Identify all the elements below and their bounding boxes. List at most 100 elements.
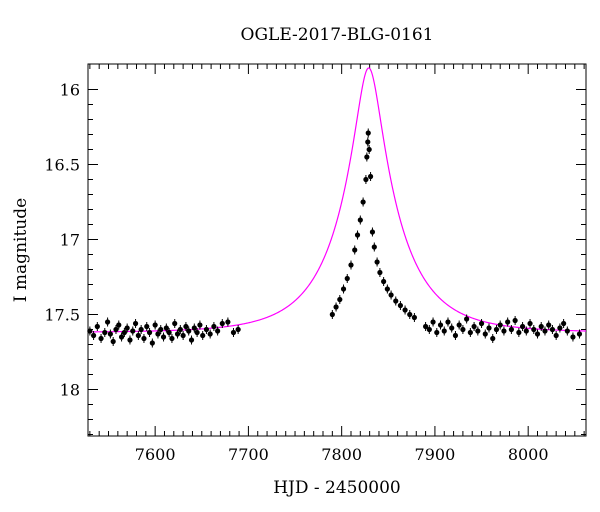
data-point — [434, 329, 440, 336]
data-point — [523, 328, 529, 334]
data-point — [441, 328, 447, 334]
data-point — [464, 316, 470, 322]
data-point — [482, 331, 488, 337]
data-point — [467, 329, 473, 336]
data-point — [557, 325, 563, 331]
data-point — [471, 323, 477, 330]
data-point — [207, 331, 213, 337]
data-point — [177, 326, 183, 333]
data-point — [344, 275, 350, 282]
data-point — [337, 296, 343, 303]
data-point — [158, 326, 164, 333]
data-point — [110, 338, 116, 345]
data-point — [183, 323, 189, 330]
data-point — [357, 217, 363, 223]
data-point — [493, 326, 500, 333]
data-point — [219, 320, 225, 327]
data-point — [393, 298, 399, 304]
data-point — [163, 325, 169, 331]
data-point — [138, 326, 144, 333]
data-point — [534, 331, 541, 337]
data-point — [188, 337, 195, 343]
data-point — [146, 329, 153, 336]
data-point — [527, 320, 533, 327]
data-point — [449, 325, 455, 331]
data-point — [121, 329, 127, 336]
data-point — [397, 302, 404, 309]
data-point — [505, 319, 511, 325]
data-point — [369, 229, 376, 235]
plot-frame — [87, 63, 587, 437]
data-point — [475, 328, 481, 334]
y-tick-label: 17.5 — [44, 306, 80, 325]
data-point — [141, 335, 147, 342]
data-point — [166, 329, 172, 336]
x-tick-label: 7800 — [321, 445, 362, 464]
y-tick-label: 16 — [60, 81, 80, 100]
data-point — [333, 304, 339, 310]
data-point — [384, 286, 390, 292]
data-point — [174, 331, 181, 337]
data-point — [90, 332, 97, 339]
x-tick-label: 7600 — [135, 445, 176, 464]
data-point — [365, 139, 371, 145]
data-point — [124, 325, 130, 331]
data-point — [87, 328, 93, 334]
data-point — [508, 326, 514, 333]
data-point — [225, 319, 231, 325]
data-point — [144, 323, 150, 330]
data-point — [235, 326, 241, 333]
data-point — [348, 262, 354, 268]
data-point — [130, 328, 136, 334]
data-point — [113, 326, 119, 333]
data-point — [553, 332, 559, 339]
data-point — [367, 173, 374, 180]
data-point — [456, 322, 462, 328]
data-point — [98, 335, 104, 342]
data-point — [402, 307, 408, 313]
data-point — [366, 146, 372, 153]
data-point — [501, 328, 507, 334]
data-point — [149, 340, 155, 346]
data-point — [107, 331, 113, 337]
data-point — [371, 244, 377, 250]
data-point — [576, 331, 583, 337]
data-point — [407, 311, 413, 318]
data-points-layer — [87, 128, 583, 348]
data-point — [426, 326, 432, 333]
data-point — [186, 328, 192, 334]
data-point — [102, 329, 108, 336]
data-point — [512, 317, 518, 324]
model-curve — [87, 67, 587, 333]
data-point — [519, 323, 526, 330]
data-point — [152, 322, 158, 328]
data-point — [155, 331, 161, 337]
data-point — [364, 154, 370, 160]
data-point — [411, 314, 418, 321]
data-point — [561, 320, 567, 327]
data-point — [549, 326, 556, 333]
data-point — [516, 329, 522, 336]
data-point — [172, 320, 178, 327]
data-point — [194, 329, 200, 336]
data-point — [564, 328, 570, 334]
data-point — [460, 326, 466, 333]
y-axis: 16 16.5 17 17.5 18 — [44, 81, 586, 435]
y-axis-label: I magnitude — [11, 198, 31, 302]
data-point — [531, 326, 537, 333]
data-point — [104, 319, 111, 325]
model-curve-layer — [87, 67, 587, 333]
data-point — [329, 311, 335, 318]
data-point — [135, 332, 141, 339]
x-axis: 7600 7700 7800 7900 8000 — [89, 64, 585, 464]
data-point — [445, 319, 451, 325]
data-point — [191, 325, 197, 331]
data-point — [203, 326, 210, 333]
data-point — [116, 322, 122, 328]
data-point — [422, 323, 429, 330]
data-point — [381, 278, 387, 285]
data-point — [377, 269, 383, 276]
data-point — [180, 332, 186, 339]
data-point — [430, 319, 436, 325]
